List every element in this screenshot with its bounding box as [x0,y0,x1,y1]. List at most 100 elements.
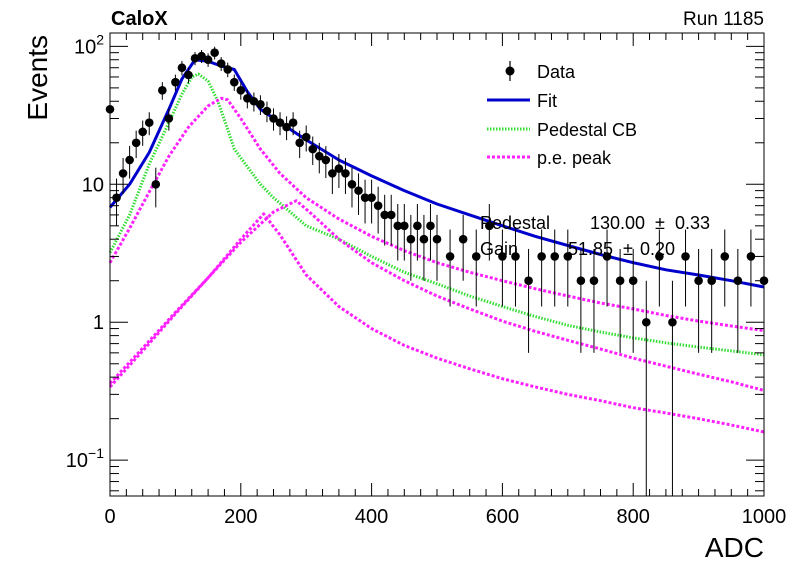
data-marker [498,252,507,261]
data-point [602,229,612,307]
data-marker [223,65,233,74]
data-marker [360,193,370,202]
data-point [275,112,285,136]
x-tick-label: 400 [355,506,388,528]
data-point [445,229,455,307]
legend: Data Fit Pedestal CB p.e. peak [487,61,637,168]
data-marker [641,317,651,327]
data-marker [458,234,468,244]
fit-param-pedestal-value: 130.00 [590,213,645,233]
data-marker [471,252,481,261]
data-point [655,229,664,307]
data-point [341,158,350,195]
x-axis-label: ADC [705,532,764,563]
data-point [360,179,370,224]
data-point [413,203,422,261]
data-marker [131,138,141,148]
data-point [393,203,403,261]
x-tick-label: 0 [104,506,115,528]
fit-param-gain-pm: ± [623,239,633,259]
data-marker [288,118,298,127]
data-point [288,112,298,136]
data-marker [203,55,213,65]
data-point [694,248,703,353]
data-marker [445,252,455,261]
fit-param-gain-value: 51.85 [568,239,613,259]
data-point [138,120,147,146]
data-point [295,130,304,159]
fit-param-gain-name: Gain [480,239,518,259]
data-point [131,130,141,159]
data-point [321,146,331,179]
header-right-label: Run 1185 [683,9,764,30]
fit-param-pedestal-name: Pedestal [480,213,550,233]
legend-label-data: Data [537,62,576,82]
data-marker [210,48,219,57]
fit-param-pedestal-error: 0.33 [675,213,710,233]
data-point [354,173,363,215]
data-point [406,214,416,281]
data-point [210,46,219,60]
data-marker [733,276,743,286]
y-tick-label: 102 [74,31,104,58]
legend-label-pedestal: Pedestal CB [537,120,637,140]
y-tick-label: 10 [82,174,104,196]
data-point [164,108,174,131]
data-marker [537,252,546,261]
data-marker [269,114,278,123]
data-point [733,248,743,353]
data-point [668,280,677,496]
data-marker [628,276,638,286]
x-tick-label: 800 [617,506,650,528]
data-point [550,229,560,307]
data-marker [367,193,376,202]
data-marker [171,77,180,87]
data-marker [197,51,206,61]
data-point [282,116,291,141]
pedestal-cb-curve [108,72,765,357]
data-marker [668,317,677,327]
data-marker [354,186,363,195]
data-point [426,203,435,261]
data-point [236,82,246,100]
data-marker [138,127,147,137]
axes-layer: 0 200 400 600 800 1000 10−1 1 10 102 [66,31,786,528]
data-marker [229,77,239,87]
data-point [301,125,311,152]
y-axis-label: Events [22,35,53,121]
data-point [471,229,481,307]
data-marker [373,201,383,210]
data-marker [164,114,174,123]
data-marker [177,63,187,73]
data-point [249,92,259,112]
data-point [151,167,161,208]
x-tick-label: 200 [224,506,257,528]
data-marker [563,252,573,261]
data-marker [694,276,703,286]
data-marker [328,169,337,178]
data-marker [406,234,416,244]
data-point [197,49,206,63]
data-point [203,53,213,67]
data-point [400,203,409,261]
data-point [720,229,730,307]
data-marker [125,155,134,165]
data-marker [655,252,664,261]
data-point [746,229,756,307]
data-marker [158,86,167,95]
data-marker [256,100,265,109]
data-point [347,167,357,208]
data-point [681,229,690,307]
data-point [256,95,265,116]
data-marker [393,221,403,231]
data-point [125,145,134,179]
data-marker [262,106,272,116]
data-point [373,186,383,234]
data-marker [275,118,285,127]
data-point [269,108,278,131]
data-point [615,248,625,353]
legend-label-fit: Fit [537,91,557,111]
data-point [184,67,193,84]
data-point [308,136,318,166]
